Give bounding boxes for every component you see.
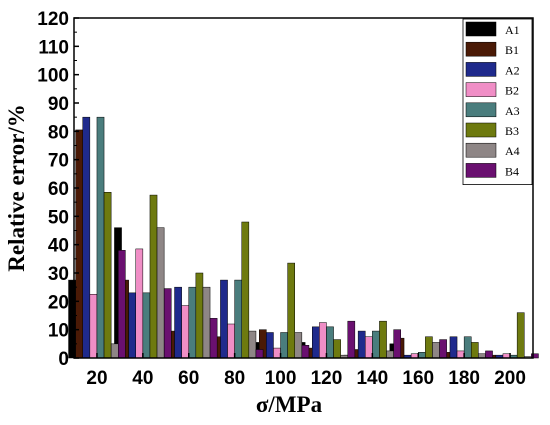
bar-a3-160	[418, 352, 426, 359]
bar-a2-180	[449, 336, 458, 359]
legend-label-a3: A3	[505, 104, 520, 118]
legend-swatch-b3	[465, 122, 497, 138]
bar-a2-20	[82, 116, 91, 359]
bar-b3-180	[471, 342, 479, 359]
bar-a3-120	[326, 326, 334, 359]
x-tick-label: 100	[265, 368, 297, 389]
bar-b4-140	[393, 329, 401, 359]
bar-a2-100	[266, 332, 274, 359]
bar-b2-100	[273, 347, 281, 359]
bar-b4-180	[485, 350, 493, 359]
bar-b3-200	[516, 312, 525, 359]
bar-b3-80	[241, 221, 250, 359]
bar-b2-20	[89, 294, 98, 359]
x-tick-label: 20	[86, 368, 107, 389]
y-tick-label: 20	[48, 292, 69, 313]
bar-a4-60	[202, 286, 211, 359]
y-tick-label: 70	[48, 151, 69, 172]
bar-b3-60	[195, 272, 204, 359]
y-tick-label: 80	[48, 122, 69, 143]
x-tick-label: 120	[311, 368, 343, 389]
bar-b4-100	[301, 345, 310, 359]
y-tick-label: 110	[38, 37, 69, 58]
bar-b2-180	[456, 350, 465, 359]
y-tick-label: 30	[48, 264, 69, 285]
x-axis-ticks: 20 40 60 80 100 120 140 160 180 200	[86, 353, 526, 389]
x-tick-label: 60	[178, 368, 199, 389]
bar-b2-80	[227, 323, 235, 359]
bar-a2-120	[312, 326, 320, 359]
bar-b4-200	[531, 353, 539, 359]
bar-a3-40	[142, 292, 151, 359]
x-axis-title: σ/MPa	[256, 392, 323, 417]
bar-b4-80	[255, 349, 264, 359]
bar-b4-160	[439, 339, 447, 359]
legend-label-a1: A1	[505, 23, 520, 37]
legend-label-a2: A2	[505, 63, 520, 77]
x-tick-label: 140	[356, 368, 388, 389]
y-tick-label: 100	[37, 66, 69, 87]
legend-swatch-a3	[465, 102, 497, 118]
bar-a3-180	[463, 336, 472, 359]
bar-a3-140	[372, 330, 380, 359]
bar-b4-60	[209, 318, 218, 359]
x-tick-label: 180	[448, 368, 480, 389]
y-tick-label: 50	[48, 207, 69, 228]
bar-b3-20	[103, 192, 112, 359]
legend-swatch-a2	[465, 62, 497, 77]
bar-a3-60	[188, 286, 197, 359]
bar-b3-100	[287, 262, 295, 359]
y-tick-label: 120	[37, 9, 69, 30]
legend-label-b3: B3	[505, 124, 519, 138]
bar-a4-80	[248, 330, 257, 359]
bar-b3-140	[379, 320, 387, 359]
bar-b2-60	[181, 305, 189, 359]
bar-b3-120	[333, 339, 341, 359]
bar-b4-120	[347, 320, 356, 359]
legend-label-a4: A4	[505, 144, 520, 158]
y-tick-label: 60	[48, 179, 69, 200]
legend-swatch-b1	[465, 41, 497, 57]
bar-a3-100	[280, 332, 288, 359]
bar-a3-20	[96, 116, 105, 359]
bar-a2-60	[174, 286, 182, 359]
x-tick-label: 200	[494, 368, 526, 389]
legend-swatch-b4	[465, 163, 497, 178]
bar-b2-40	[135, 248, 144, 359]
bar-a4-160	[432, 342, 440, 359]
x-tick-label: 160	[402, 368, 434, 389]
y-tick-label: 0	[58, 349, 69, 370]
bar-a3-80	[234, 279, 242, 359]
legend: A1 B1 A2 B2 A3 B3 A4 B4	[462, 18, 533, 186]
y-axis-title: Relative error/%	[4, 104, 29, 272]
y-axis-ticks: 0 10 20 30 40 50 60 70 80 90 100 110 120	[37, 9, 79, 370]
legend-swatch-a1	[465, 21, 497, 37]
bar-b4-20	[118, 250, 126, 359]
y-tick-label: 90	[48, 94, 69, 115]
x-tick-label: 40	[132, 368, 153, 389]
bar-a2-140	[357, 330, 366, 359]
bar-a4-40	[156, 227, 165, 359]
x-tick-label: 80	[224, 368, 245, 389]
bar-b4-40	[163, 288, 172, 359]
bar-a2-80	[220, 279, 228, 359]
bar-a2-40	[128, 292, 136, 359]
legend-label-b2: B2	[505, 84, 519, 98]
y-tick-label: 10	[48, 321, 69, 342]
bar-a4-140	[386, 350, 394, 359]
bar-b3-40	[149, 194, 158, 359]
y-tick-label: 40	[48, 236, 69, 257]
bar-b2-120	[319, 322, 327, 359]
bar-b3-160	[425, 336, 433, 359]
bar-b2-140	[365, 336, 373, 359]
bar-a4-100	[294, 332, 303, 359]
legend-label-b1: B1	[505, 43, 519, 57]
legend-swatch-a4	[465, 142, 497, 158]
legend-label-b4: B4	[505, 164, 519, 178]
legend-swatch-b2	[465, 82, 497, 97]
bars-group	[68, 116, 539, 359]
bar-a4-20	[110, 343, 119, 359]
